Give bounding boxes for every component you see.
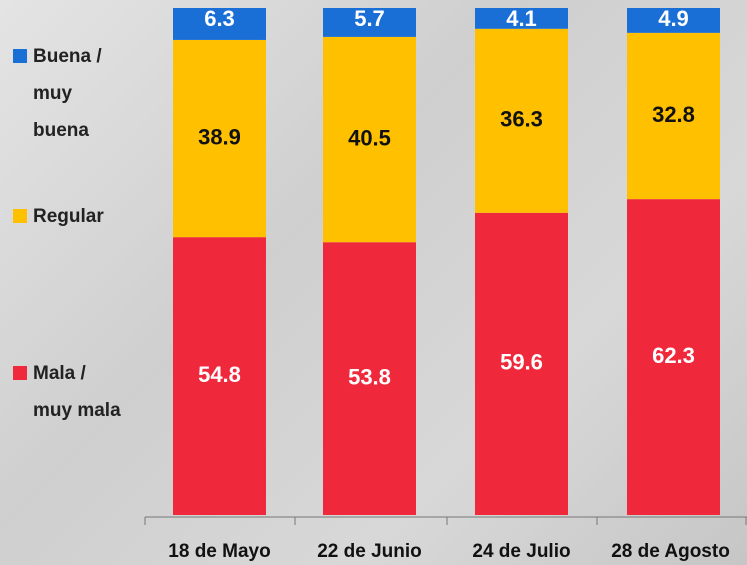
legend-label: Buena / muy buena <box>33 38 113 149</box>
data-label: 53.8 <box>348 364 391 389</box>
legend-swatch <box>13 366 27 380</box>
legend-item: Mala / muy mala <box>13 355 133 429</box>
data-label: 40.5 <box>348 125 391 150</box>
data-label: 54.8 <box>198 362 241 387</box>
data-label: 6.3 <box>204 6 235 31</box>
data-label: 59.6 <box>500 350 543 375</box>
x-tick-label: 28 de Agosto <box>611 541 730 562</box>
data-label: 5.7 <box>354 6 385 31</box>
x-tick-label: 24 de Julio <box>472 541 570 562</box>
legend-swatch <box>13 209 27 223</box>
data-label: 38.9 <box>198 124 241 149</box>
x-tick-label: 18 de Mayo <box>168 541 270 562</box>
data-label: 36.3 <box>500 107 543 132</box>
data-label: 32.8 <box>652 102 695 127</box>
x-tick-label: 22 de Junio <box>317 541 422 562</box>
legend-item: Buena / muy buena <box>13 38 133 149</box>
legend-item: Regular <box>13 198 133 235</box>
legend-label: Mala / muy mala <box>33 355 123 429</box>
data-label: 4.9 <box>658 6 689 31</box>
chart: 54.8 38.9 6.3 18 de Mayo 53.8 40.5 5.7 22 de Ju… <box>0 0 747 565</box>
data-label: 4.1 <box>506 6 537 31</box>
legend-swatch <box>13 49 27 63</box>
legend-label: Regular <box>33 198 133 235</box>
data-label: 62.3 <box>652 343 695 368</box>
